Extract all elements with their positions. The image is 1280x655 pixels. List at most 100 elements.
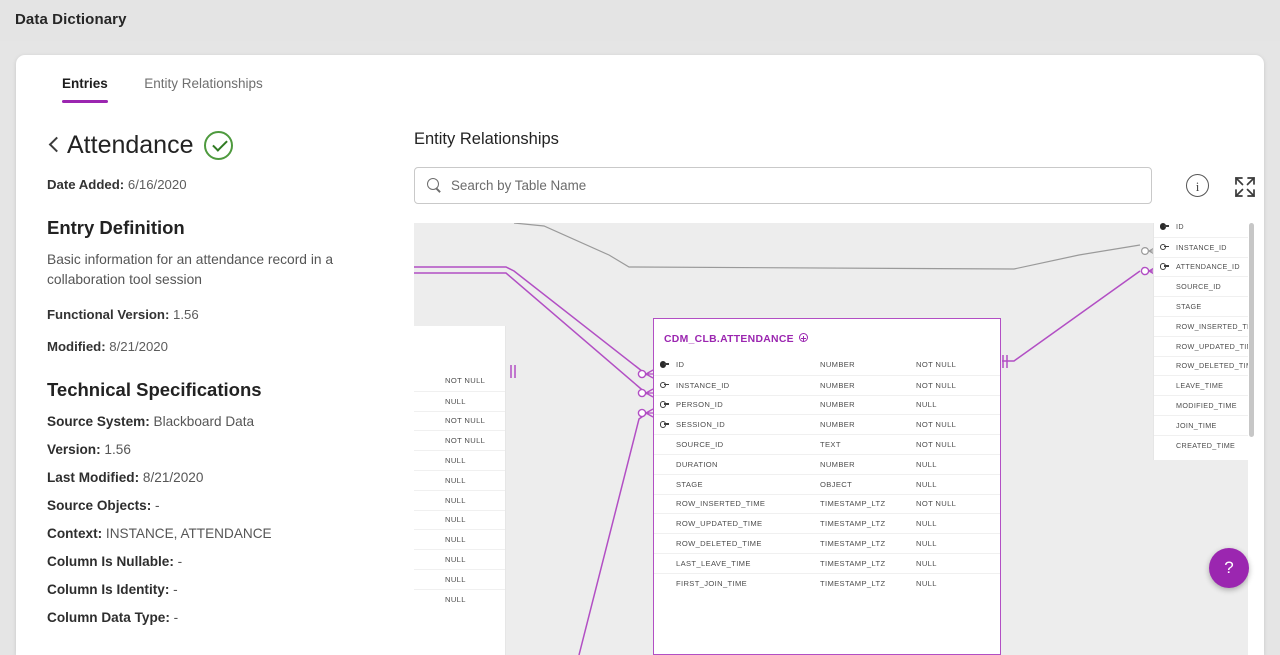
- tab-entries[interactable]: Entries: [62, 76, 108, 103]
- column-type: NUMBER: [820, 459, 856, 469]
- functional-version-row: Functional Version: 1.56: [47, 307, 399, 322]
- table-row: NOT NULL: [414, 371, 505, 391]
- expand-arrows-icon[interactable]: [1232, 174, 1258, 200]
- spec-value: 8/21/2020: [142, 470, 204, 485]
- column-name: ROW_INSERTED_TIME: [676, 499, 766, 509]
- date-added-row: Date Added: 6/16/2020: [47, 177, 399, 192]
- column-nullable: NOT NULL: [445, 376, 486, 386]
- column-nullable: NOT NULL: [445, 436, 486, 446]
- column-nullable: NULL: [916, 479, 937, 489]
- plus-circle-icon[interactable]: [798, 333, 808, 342]
- table-row: INSTANCE_ID: [1154, 236, 1255, 257]
- column-type: NUMBER: [820, 400, 856, 410]
- table-row: FIRST_JOIN_TIME TIMESTAMP_LTZ NULL: [654, 572, 1000, 593]
- table-row: NULL: [414, 450, 505, 470]
- date-added-value: 6/16/2020: [127, 177, 187, 192]
- foreign-key-icon: [654, 420, 674, 429]
- spec-row: Source Objects: -: [47, 498, 399, 513]
- column-nullable: NULL: [445, 456, 466, 466]
- relationship-lines: [414, 223, 1157, 655]
- column-nullable: NULL: [445, 574, 466, 584]
- spec-row: Column Data Type: -: [47, 610, 399, 625]
- entry-detail-pane: Attendance Date Added: 6/16/2020 Entry D…: [47, 130, 399, 655]
- help-button[interactable]: ?: [1209, 548, 1249, 588]
- table-row: LAST_LEAVE_TIME TIMESTAMP_LTZ NULL: [654, 552, 1000, 573]
- column-nullable: NULL: [445, 594, 466, 604]
- spec-label: Version:: [47, 442, 101, 457]
- column-nullable: NULL: [445, 555, 466, 565]
- column-nullable: NULL: [445, 535, 466, 545]
- column-nullable: NOT NULL: [916, 420, 957, 430]
- search-icon: [427, 178, 441, 192]
- column-type: TIMESTAMP_LTZ: [820, 519, 886, 529]
- erd-table-title-row: CDM_CLB.ATTENDANCE: [654, 319, 1000, 355]
- primary-key-icon: [1154, 223, 1174, 231]
- page-title: Data Dictionary: [15, 11, 127, 28]
- column-name: ROW_INSERTED_TIME: [1176, 321, 1255, 331]
- erd-table-name: CDM_CLB.ATTENDANCE: [664, 334, 794, 345]
- column-type: TEXT: [820, 440, 841, 450]
- tab-entity-relationships[interactable]: Entity Relationships: [144, 76, 263, 91]
- search-box[interactable]: [414, 167, 1152, 204]
- spec-value: INSTANCE, ATTENDANCE: [105, 526, 272, 541]
- column-name: INSTANCE_ID: [676, 380, 730, 390]
- spec-row: Column Is Nullable: -: [47, 554, 399, 569]
- modified-value: 8/21/2020: [109, 339, 168, 354]
- table-row: CREATED_TIME: [1154, 434, 1255, 455]
- spec-row: Column Is Identity: -: [47, 582, 399, 597]
- canvas-vertical-scrollbar[interactable]: [1248, 223, 1255, 655]
- table-row: ROW_UPDATED_TIME TIMESTAMP_LTZ NULL: [654, 513, 1000, 533]
- table-row: NULL: [414, 489, 505, 510]
- foreign-key-icon: [654, 381, 674, 390]
- column-name: LAST_LEAVE_TIME: [676, 558, 751, 568]
- table-row: ROW_INSERTED_TIME TIMESTAMP_LTZ NOT NULL: [654, 493, 1000, 514]
- erd-table-cdm-clb-attendance[interactable]: CDM_CLB.ATTENDANCE ID NUMBER NOT NULL IN…: [653, 318, 1001, 655]
- chevron-left-icon[interactable]: [47, 130, 67, 160]
- entity-relationships-pane: Entity Relationships: [398, 130, 1264, 655]
- erd-toolbar: [414, 167, 1264, 205]
- erd-table-right-clipped[interactable]: ID INSTANCE_ID ATTENDANCE_ID SOURCE_ID: [1153, 223, 1255, 460]
- search-input[interactable]: [449, 168, 1145, 203]
- entry-title: Attendance: [67, 131, 194, 159]
- spec-label: Column Is Nullable:: [47, 554, 174, 569]
- table-row: PERSON_ID NUMBER NULL: [654, 394, 1000, 415]
- primary-key-icon: [654, 360, 674, 369]
- column-type: TIMESTAMP_LTZ: [820, 578, 886, 588]
- foreign-key-icon: [654, 400, 674, 409]
- scrollbar-thumb[interactable]: [1249, 223, 1254, 437]
- erd-canvas[interactable]: NOT NULL NULL NOT NULL NOT NULL NULL: [414, 223, 1255, 655]
- column-type: NUMBER: [820, 360, 856, 370]
- spec-label: Source Objects:: [47, 498, 152, 513]
- column-name: SOURCE_ID: [676, 440, 724, 450]
- column-nullable: NULL: [445, 495, 466, 505]
- column-type: TIMESTAMP_LTZ: [820, 499, 886, 509]
- table-row: DURATION NUMBER NULL: [654, 453, 1000, 474]
- info-circle-icon[interactable]: [1186, 174, 1210, 198]
- table-row: ROW_DELETED_TIME: [1154, 355, 1255, 376]
- column-name: STAGE: [676, 479, 703, 489]
- table-row: ROW_INSERTED_TIME: [1154, 315, 1255, 336]
- column-nullable: NULL: [916, 400, 937, 410]
- table-row: ROW_UPDATED_TIME: [1154, 335, 1255, 356]
- column-nullable: NULL: [916, 519, 937, 529]
- column-type: NUMBER: [820, 380, 856, 390]
- table-row: SOURCE_ID TEXT NOT NULL: [654, 434, 1000, 454]
- column-name: JOIN_TIME: [1176, 420, 1217, 430]
- table-row: STAGE OBJECT NULL: [654, 473, 1000, 494]
- column-nullable: NOT NULL: [916, 499, 957, 509]
- erd-table-left-clipped[interactable]: NOT NULL NULL NOT NULL NOT NULL NULL: [414, 326, 506, 655]
- entry-header: Attendance: [47, 130, 399, 160]
- spec-value: Blackboard Data: [153, 414, 255, 429]
- spec-label: Source System:: [47, 414, 150, 429]
- spec-value: -: [155, 498, 160, 513]
- column-nullable: NOT NULL: [916, 440, 957, 450]
- table-row: INSTANCE_ID NUMBER NOT NULL: [654, 374, 1000, 395]
- column-name: LEAVE_TIME: [1176, 381, 1224, 391]
- entry-definition-heading: Entry Definition: [47, 217, 185, 238]
- modified-row: Modified: 8/21/2020: [47, 339, 399, 354]
- column-type: TIMESTAMP_LTZ: [820, 558, 886, 568]
- erd-panel-title: Entity Relationships: [414, 130, 559, 148]
- column-name: ROW_UPDATED_TIME: [1176, 341, 1255, 351]
- table-row: NULL: [414, 549, 505, 569]
- table-row: NULL: [414, 529, 505, 549]
